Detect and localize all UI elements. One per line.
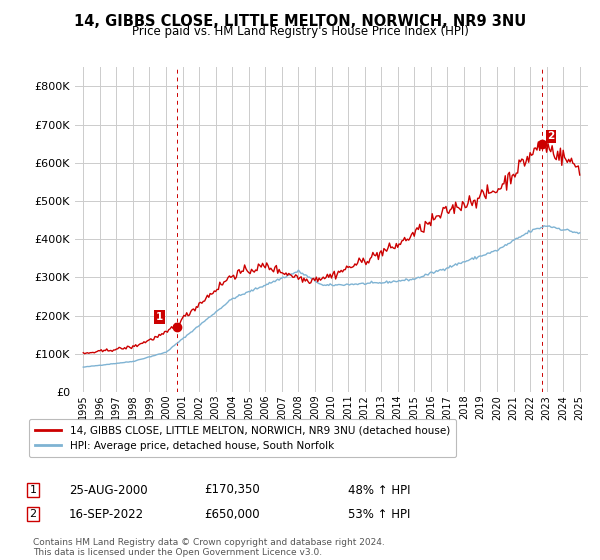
Text: 1: 1 (29, 485, 37, 495)
Text: Price paid vs. HM Land Registry's House Price Index (HPI): Price paid vs. HM Land Registry's House … (131, 25, 469, 38)
Text: 48% ↑ HPI: 48% ↑ HPI (348, 483, 410, 497)
Text: 25-AUG-2000: 25-AUG-2000 (69, 483, 148, 497)
Text: 2: 2 (547, 132, 554, 142)
Text: 1: 1 (156, 312, 163, 322)
Text: 16-SEP-2022: 16-SEP-2022 (69, 507, 144, 521)
Text: £170,350: £170,350 (204, 483, 260, 497)
Legend: 14, GIBBS CLOSE, LITTLE MELTON, NORWICH, NR9 3NU (detached house), HPI: Average : 14, GIBBS CLOSE, LITTLE MELTON, NORWICH,… (29, 419, 457, 457)
Text: Contains HM Land Registry data © Crown copyright and database right 2024.
This d: Contains HM Land Registry data © Crown c… (33, 538, 385, 557)
Text: 53% ↑ HPI: 53% ↑ HPI (348, 507, 410, 521)
Text: 2: 2 (29, 509, 37, 519)
Text: £650,000: £650,000 (204, 507, 260, 521)
Text: 14, GIBBS CLOSE, LITTLE MELTON, NORWICH, NR9 3NU: 14, GIBBS CLOSE, LITTLE MELTON, NORWICH,… (74, 14, 526, 29)
